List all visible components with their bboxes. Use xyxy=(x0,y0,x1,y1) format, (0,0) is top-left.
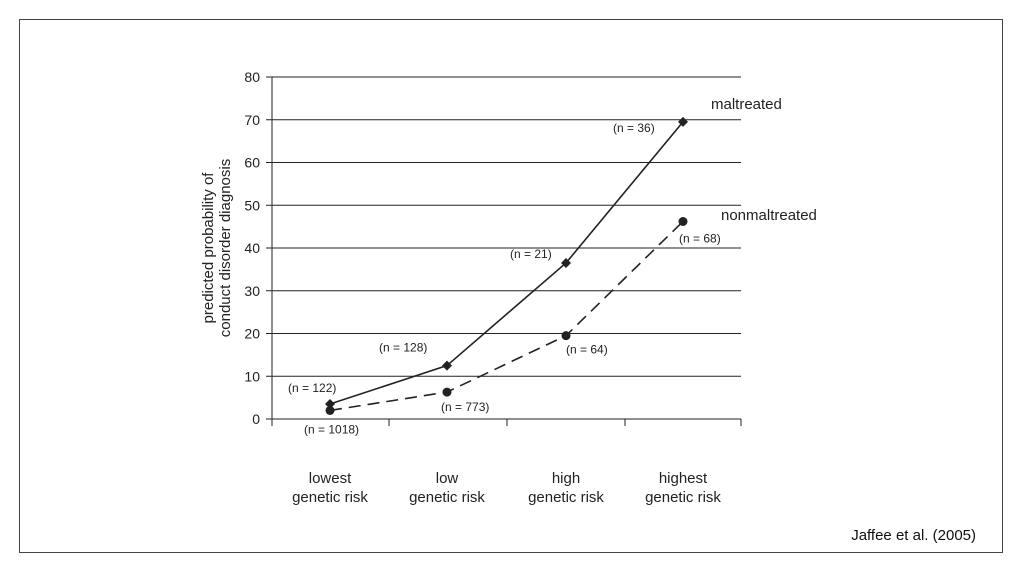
n-label: (n = 64) xyxy=(566,343,608,357)
series-label-maltreated: maltreated xyxy=(711,96,782,113)
y-tick-label: 40 xyxy=(244,240,260,256)
x-category-label: lowest genetic risk xyxy=(292,470,368,506)
data-point-maltreated xyxy=(678,116,688,127)
series-label-nonmaltreated: nonmaltreated xyxy=(721,207,817,224)
data-point-maltreated xyxy=(561,257,571,268)
n-label: (n = 21) xyxy=(510,247,552,261)
n-label: (n = 128) xyxy=(379,341,427,355)
y-tick-label: 30 xyxy=(244,283,260,299)
data-point-nonmaltreated xyxy=(561,331,571,341)
n-label: (n = 68) xyxy=(679,231,721,245)
series-line-nonmaltreated xyxy=(329,220,684,412)
x-category-label: low genetic risk xyxy=(409,470,485,506)
series-line-maltreated xyxy=(329,121,684,405)
n-label: (n = 122) xyxy=(288,381,336,395)
n-label: (n = 1018) xyxy=(304,422,359,436)
citation: Jaffee et al. (2005) xyxy=(851,527,976,544)
data-point-maltreated xyxy=(442,360,452,371)
slide-frame xyxy=(19,19,1003,553)
n-label: (n = 36) xyxy=(613,121,655,135)
y-tick-label: 20 xyxy=(244,326,260,342)
y-tick-label: 0 xyxy=(252,411,260,427)
data-point-nonmaltreated xyxy=(442,387,452,397)
y-axis-label: predicted probability ofconduct disorder… xyxy=(200,159,234,337)
data-point-maltreated xyxy=(325,399,335,410)
y-tick-label: 10 xyxy=(244,368,260,384)
y-tick-label: 50 xyxy=(244,197,260,213)
y-tick-label: 70 xyxy=(244,112,260,128)
data-point-nonmaltreated xyxy=(678,216,688,226)
n-label: (n = 773) xyxy=(441,400,489,414)
x-category-label: highest genetic risk xyxy=(645,470,721,506)
data-point-nonmaltreated xyxy=(325,405,335,415)
y-tick-label: 80 xyxy=(244,69,260,85)
x-category-label: high genetic risk xyxy=(528,470,604,506)
y-tick-label: 60 xyxy=(244,155,260,171)
